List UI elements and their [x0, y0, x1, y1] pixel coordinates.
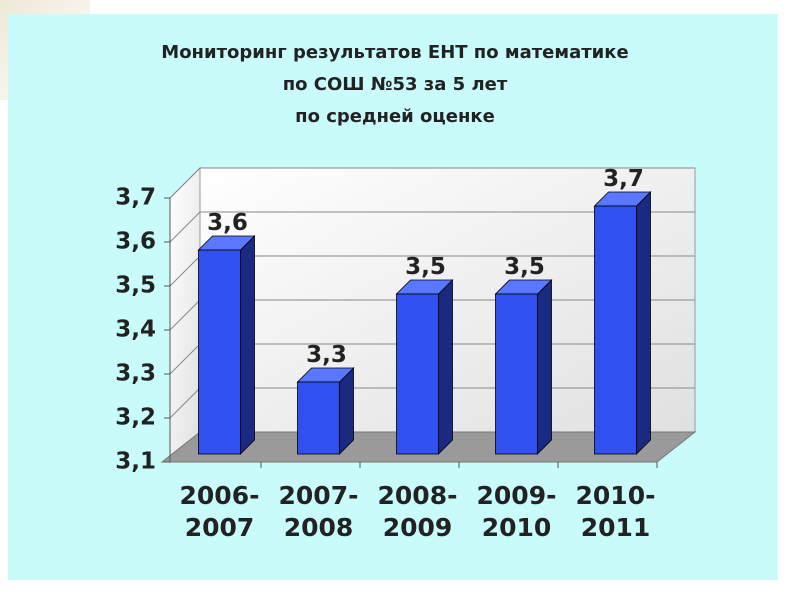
bar — [396, 293, 439, 455]
chart-title: по СОШ №53 за 5 лет — [283, 74, 508, 95]
bar-side — [339, 367, 354, 455]
chart-title: Мониторинг результатов ЕНТ по математике — [161, 42, 628, 63]
grid-line — [169, 211, 695, 243]
data-label: 3,5 — [405, 254, 446, 280]
grid-line — [169, 167, 695, 199]
x-tick-label: 2008-2009 — [377, 481, 458, 542]
chart-title: по средней оценке — [295, 106, 495, 127]
bar — [495, 293, 538, 455]
y-tick-label: 3,4 — [115, 317, 156, 343]
y-tick-label: 3,1 — [115, 449, 156, 475]
bar — [198, 249, 241, 455]
y-tick-label: 3,6 — [115, 229, 156, 255]
data-label: 3,3 — [306, 342, 347, 368]
x-tick-label: 2010-2011 — [575, 481, 656, 542]
bar-side — [636, 191, 651, 455]
y-tick-label: 3,5 — [115, 273, 156, 299]
data-label: 3,7 — [603, 166, 644, 192]
bar-side — [438, 279, 453, 455]
bar — [594, 205, 637, 455]
data-label: 3,5 — [504, 254, 545, 280]
y-tick-label: 3,3 — [115, 361, 156, 387]
bar — [297, 381, 340, 455]
y-tick-label: 3,7 — [115, 185, 156, 211]
y-tick-label: 3,2 — [115, 405, 156, 431]
x-tick-label: 2006-2007 — [179, 481, 260, 542]
bar-side — [240, 235, 255, 455]
x-tick-label: 2007-2008 — [278, 481, 359, 542]
data-label: 3,6 — [207, 210, 248, 236]
bar-side — [537, 279, 552, 455]
x-tick-label: 2009-2010 — [476, 481, 557, 542]
